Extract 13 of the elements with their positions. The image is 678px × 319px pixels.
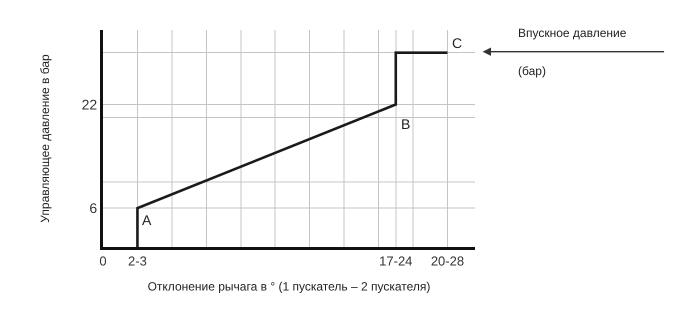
y-tick-label: 6	[89, 200, 98, 216]
annotation: B	[401, 116, 410, 132]
annotation: A	[142, 212, 152, 228]
x-tick-label: 2-3	[128, 254, 147, 269]
x-tick-label: 0	[99, 254, 107, 269]
y-axis-title: Управляющее давление в бар	[38, 54, 52, 223]
text: (бар)	[518, 64, 546, 78]
annotation: C	[452, 35, 462, 51]
x-axis-title: Отклонение рычага в ° (1 пускатель – 2 пускателя)	[148, 280, 430, 294]
text: Впускное давление	[518, 26, 627, 40]
y-tick-label: 22	[82, 96, 98, 112]
x-tick-label: 17-24	[379, 254, 412, 269]
x-tick-label: 20-28	[430, 254, 464, 269]
